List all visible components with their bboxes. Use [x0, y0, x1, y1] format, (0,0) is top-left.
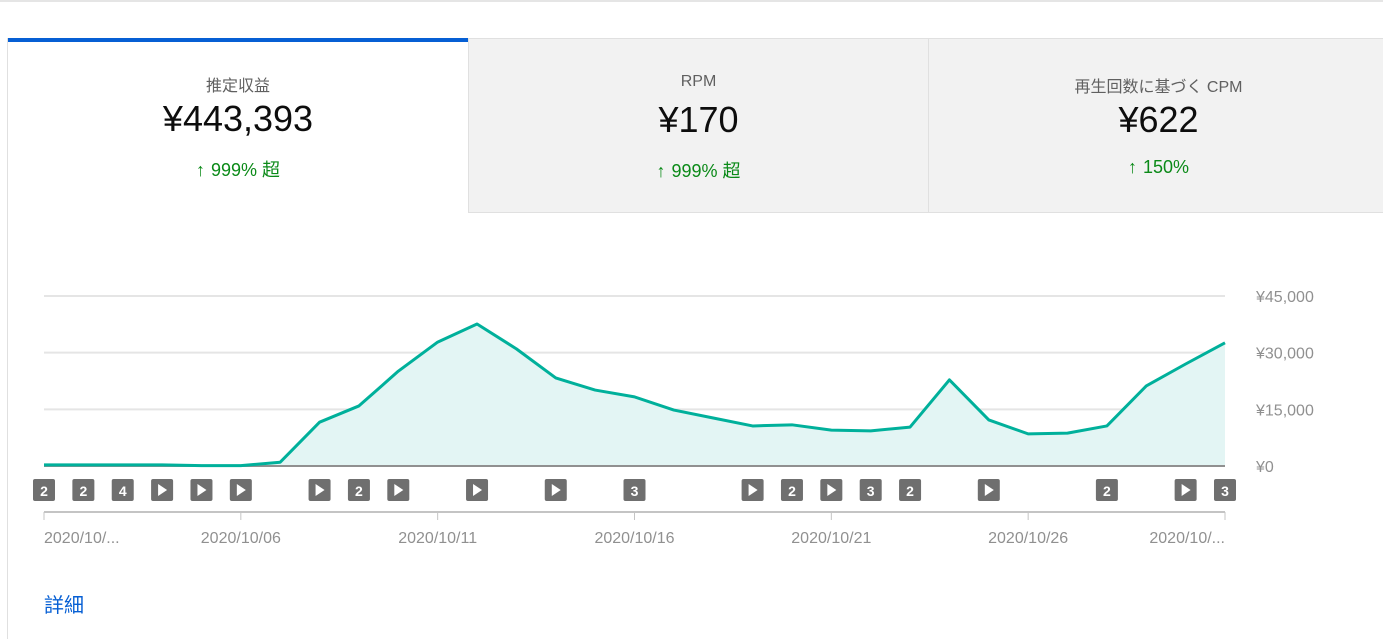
arrow-up-icon: ↑ — [195, 160, 205, 180]
play-icon — [197, 484, 207, 496]
x-tick-label: 2020/10/16 — [594, 530, 674, 547]
video-marker[interactable] — [308, 479, 331, 501]
play-icon — [315, 484, 325, 496]
video-marker[interactable]: 3 — [1214, 479, 1236, 501]
video-marker[interactable] — [229, 479, 252, 501]
y-tick-label: ¥45,000 — [1255, 289, 1314, 306]
metric-tabs: 推定収益 ¥443,393 ↑ 999% 超 RPM ¥170 ↑ 999% 超 再… — [8, 38, 1383, 213]
video-marker[interactable]: 3 — [859, 479, 882, 501]
tab-change: ↑ 999% 超 — [469, 157, 928, 183]
video-marker[interactable]: 2 — [72, 479, 95, 501]
area-fill — [44, 323, 1225, 466]
video-marker[interactable] — [466, 479, 489, 501]
x-tick-label: 2020/10/26 — [988, 530, 1068, 547]
marker-count: 4 — [119, 483, 127, 499]
marker-box — [859, 479, 882, 501]
play-icon — [827, 484, 837, 496]
tab-rpm[interactable]: RPM ¥170 ↑ 999% 超 — [468, 39, 928, 213]
marker-count: 2 — [1103, 483, 1111, 499]
marker-box — [347, 479, 370, 501]
marker-count: 2 — [906, 483, 914, 499]
change-text: 999% 超 — [671, 161, 741, 181]
tab-change: ↑ 150% — [929, 157, 1383, 178]
video-marker[interactable]: 3 — [623, 479, 646, 501]
marker-count: 3 — [1221, 483, 1229, 499]
analytics-card: 推定収益 ¥443,393 ↑ 999% 超 RPM ¥170 ↑ 999% 超 再… — [7, 38, 1383, 639]
tab-label: 再生回数に基づく CPM — [1074, 79, 1243, 96]
video-marker[interactable] — [151, 479, 174, 501]
play-icon — [551, 484, 561, 496]
marker-box — [780, 479, 803, 501]
tab-value: ¥170 — [658, 99, 739, 140]
series-line — [44, 322, 1226, 468]
video-marker[interactable] — [741, 479, 764, 501]
video-marker[interactable] — [190, 479, 213, 501]
tab-playback-cpm[interactable]: 再生回数に基づく CPM ¥622 ↑ 150% — [928, 39, 1383, 213]
video-marker[interactable]: 2 — [33, 479, 55, 501]
x-tick-label: 2020/10/21 — [791, 530, 871, 547]
marker-box — [72, 479, 95, 501]
video-marker[interactable]: 4 — [111, 479, 134, 501]
video-marker[interactable]: 2 — [780, 479, 803, 501]
tab-label: RPM — [680, 73, 717, 90]
marker-box — [899, 479, 922, 501]
play-icon — [473, 484, 483, 496]
marker-count: 2 — [355, 483, 363, 499]
marker-count: 2 — [40, 483, 48, 499]
play-icon — [158, 484, 168, 496]
marker-box — [1095, 479, 1118, 501]
marker-box — [623, 479, 646, 501]
play-icon — [984, 484, 994, 496]
arrow-up-icon: ↑ — [656, 161, 666, 181]
y-tick-label: ¥30,000 — [1255, 346, 1314, 363]
marker-box — [33, 479, 55, 501]
y-tick-label: ¥0 — [1255, 459, 1274, 476]
marker-count: 2 — [79, 483, 87, 499]
marker-count: 2 — [788, 483, 796, 499]
marker-count: 3 — [631, 483, 639, 499]
video-marker[interactable] — [820, 479, 843, 501]
change-text: 150% — [1142, 157, 1190, 177]
tab-value: ¥443,393 — [162, 98, 314, 139]
tab-value: ¥622 — [1118, 99, 1199, 140]
details-link[interactable]: 詳細 — [44, 595, 84, 617]
video-marker[interactable] — [977, 479, 1000, 501]
x-tick-label: 2020/10/06 — [201, 530, 281, 547]
tab-label: 推定収益 — [205, 78, 270, 95]
play-icon — [1181, 484, 1191, 496]
top-divider — [0, 0, 1383, 2]
marker-count: 3 — [867, 483, 875, 499]
tab-change: ↑ 999% 超 — [8, 156, 468, 182]
play-icon — [394, 484, 404, 496]
arrow-up-icon: ↑ — [1127, 157, 1137, 177]
marker-box — [111, 479, 134, 501]
revenue-chart: ¥0 ¥15,000 ¥30,000 ¥45,000 2 2 4 2 3 2 3 2 2 3 2020/10… — [33, 289, 1314, 547]
tab-estimated-revenue[interactable]: 推定収益 ¥443,393 ↑ 999% 超 — [8, 38, 468, 213]
x-tick-label: 2020/10/... — [1149, 530, 1225, 547]
y-tick-label: ¥15,000 — [1255, 402, 1314, 419]
video-marker[interactable] — [387, 479, 410, 501]
play-icon — [236, 484, 246, 496]
x-tick-label: 2020/10/... — [44, 530, 120, 547]
video-marker[interactable] — [544, 479, 567, 501]
x-tick-label: 2020/10/11 — [398, 530, 477, 547]
change-text: 999% 超 — [210, 160, 281, 180]
play-icon — [748, 484, 758, 496]
video-marker[interactable]: 2 — [899, 479, 922, 501]
video-marker[interactable]: 2 — [1095, 479, 1118, 501]
video-marker[interactable] — [1174, 479, 1197, 501]
marker-box — [1214, 479, 1236, 501]
video-marker[interactable]: 2 — [347, 479, 370, 501]
